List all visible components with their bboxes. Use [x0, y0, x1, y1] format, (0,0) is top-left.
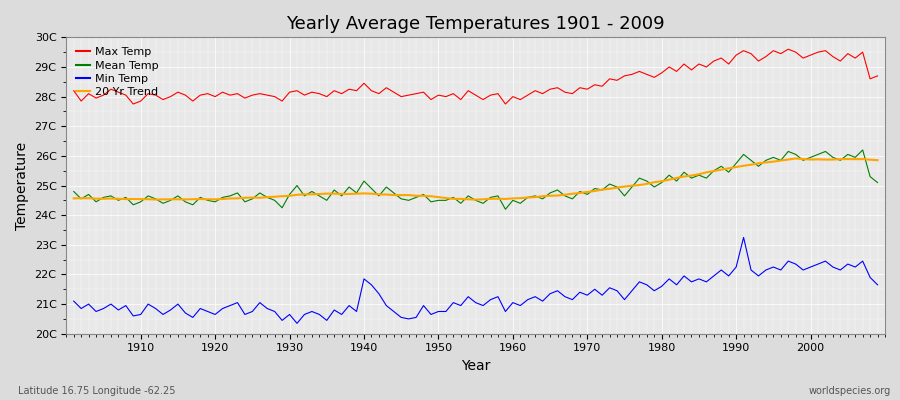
- Text: Latitude 16.75 Longitude -62.25: Latitude 16.75 Longitude -62.25: [18, 386, 176, 396]
- Text: worldspecies.org: worldspecies.org: [809, 386, 891, 396]
- Y-axis label: Temperature: Temperature: [15, 142, 29, 230]
- Legend: Max Temp, Mean Temp, Min Temp, 20 Yr Trend: Max Temp, Mean Temp, Min Temp, 20 Yr Tre…: [72, 43, 163, 102]
- X-axis label: Year: Year: [461, 359, 491, 373]
- Title: Yearly Average Temperatures 1901 - 2009: Yearly Average Temperatures 1901 - 2009: [286, 15, 665, 33]
